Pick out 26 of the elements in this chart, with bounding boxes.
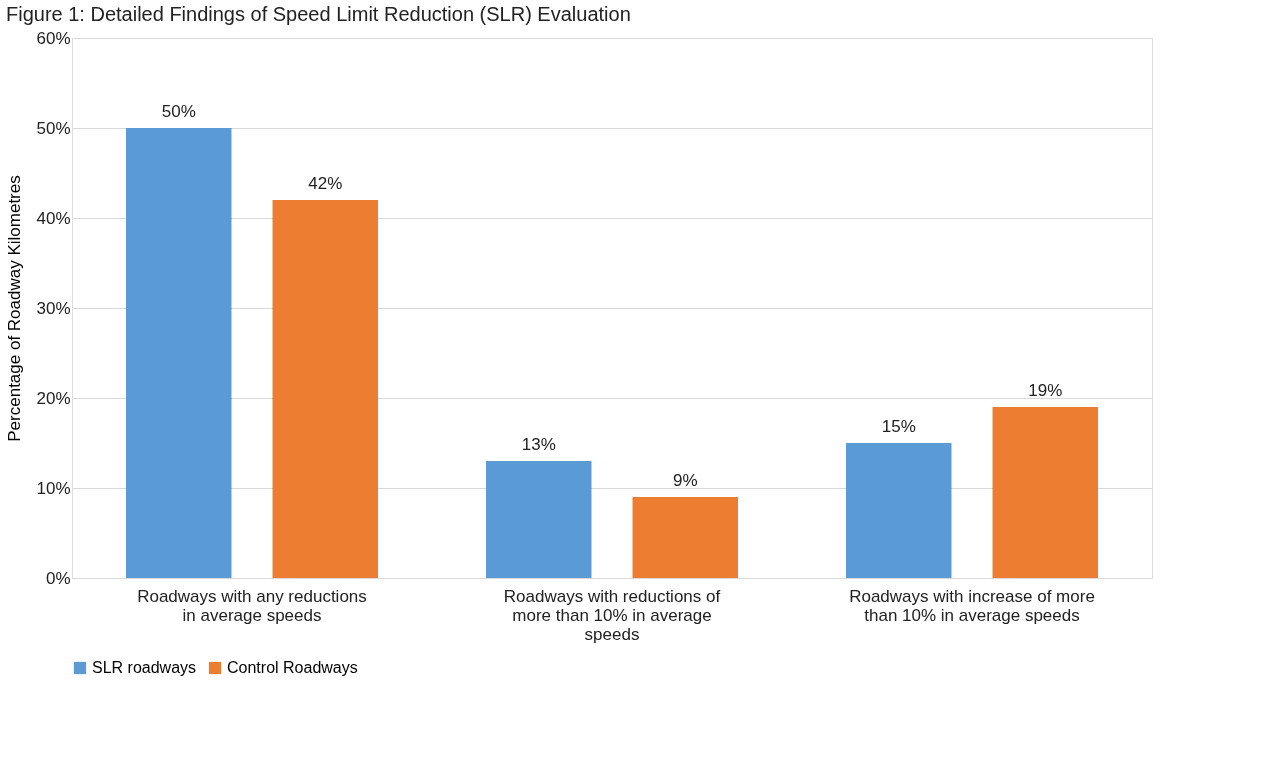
bar bbox=[632, 497, 738, 578]
data-label: 19% bbox=[1028, 381, 1063, 400]
bar bbox=[126, 128, 232, 578]
data-label: 9% bbox=[672, 471, 698, 490]
bar bbox=[486, 461, 592, 578]
y-tick-label: 30% bbox=[36, 298, 71, 318]
bar bbox=[272, 200, 378, 578]
bar bbox=[992, 407, 1098, 578]
y-tick-label: 20% bbox=[36, 388, 71, 408]
data-label: 13% bbox=[521, 435, 556, 454]
y-tick-label: 60% bbox=[36, 28, 71, 48]
data-label: 50% bbox=[161, 102, 196, 121]
data-label: 15% bbox=[881, 417, 916, 436]
x-tick-label: Roadways with reductions of more than 10% in average speeds bbox=[503, 586, 721, 644]
y-tick-label: 40% bbox=[36, 208, 71, 228]
x-tick-label: Roadways with any reductions in average speeds bbox=[137, 586, 367, 625]
y-tick-label: 50% bbox=[36, 118, 71, 138]
bar bbox=[846, 443, 952, 578]
y-axis-title: Percentage of Roadway Kilometres bbox=[5, 175, 25, 442]
legend-label: SLR roadways bbox=[92, 659, 197, 676]
x-tick-label: Roadways with increase of more than 10% in average speeds bbox=[849, 586, 1095, 625]
y-tick-label: 10% bbox=[36, 478, 71, 498]
legend-label: Control Roadways bbox=[227, 659, 358, 676]
y-tick-label: 0% bbox=[45, 568, 71, 588]
chart-title: Figure 1: Detailed Findings of Speed Limit Reduction (SLR) Evaluation bbox=[5, 3, 631, 25]
data-label: 42% bbox=[308, 174, 343, 193]
